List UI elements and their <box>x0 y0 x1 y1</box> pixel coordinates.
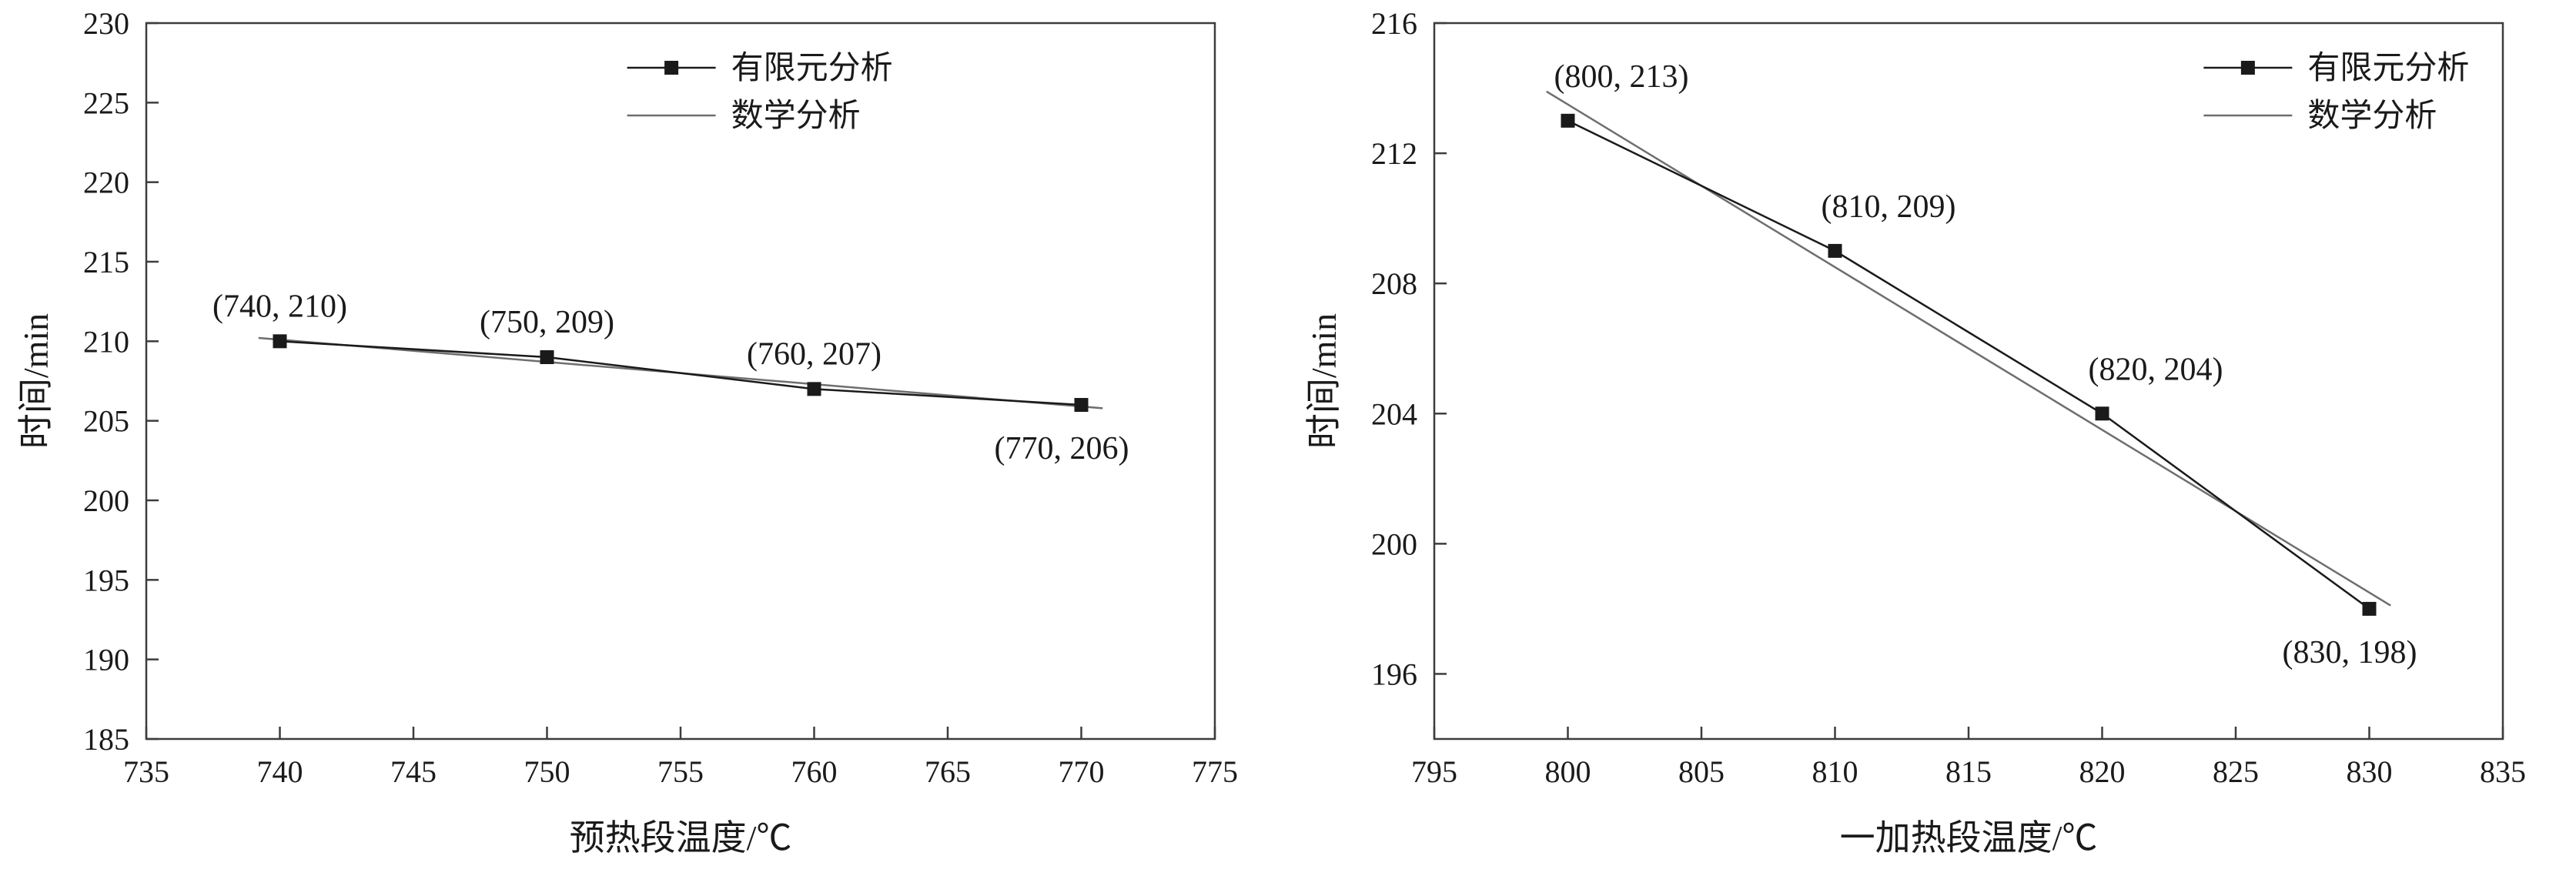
math-analysis-line <box>1546 90 2391 607</box>
y-tick-label: 225 <box>83 85 129 120</box>
x-tick-label: 830 <box>2347 754 2393 789</box>
point-label: (830, 198) <box>2283 635 2417 670</box>
y-tick-label: 195 <box>83 563 129 597</box>
x-tick-label: 825 <box>2213 754 2259 789</box>
fe-square-marker <box>1561 113 1575 128</box>
y-tick-label: 204 <box>1371 396 1417 431</box>
fe-analysis-line <box>279 340 1082 406</box>
plot-frame <box>145 22 1216 741</box>
x-tick-label: 755 <box>657 754 704 789</box>
x-tick-label: 770 <box>1059 754 1105 789</box>
fe-square-marker <box>2362 601 2377 616</box>
y-tick-label: 200 <box>1371 527 1417 561</box>
x-tick-label: 735 <box>123 754 169 789</box>
y-tick-label: 216 <box>1371 6 1417 41</box>
fe-square-marker <box>273 334 287 349</box>
y-axis-title: 时间/min <box>1304 313 1343 449</box>
first-heating-section-chart: 795 800 805 810 815 820 825 830 835 196 200 204 208 2… <box>1304 6 2526 858</box>
x-tick-label: 820 <box>2079 754 2126 789</box>
legend-label: 数学分析 <box>731 98 861 134</box>
fe-square-marker <box>2095 406 2109 421</box>
legend-label: 有限元分析 <box>731 51 893 86</box>
y-tick-label: 220 <box>83 165 129 200</box>
x-axis-title: 一加热段温度/℃ <box>1840 818 2098 858</box>
x-axis-title: 预热段温度/℃ <box>570 818 792 858</box>
y-tick-label: 205 <box>83 404 129 439</box>
fe-square-marker <box>1828 243 1842 258</box>
y-tick-label: 208 <box>1371 266 1417 301</box>
left-chart-panel: 735 740 745 750 755 760 765 770 775 185 190 195 200 2… <box>0 0 1288 882</box>
point-label: (760, 207) <box>747 336 882 372</box>
point-label: (800, 213) <box>1554 59 1689 95</box>
point-label: (740, 210) <box>212 289 347 324</box>
fe-square-marker <box>1074 398 1089 412</box>
x-tick-label: 815 <box>1945 754 1992 789</box>
legend-label: 数学分析 <box>2307 98 2437 134</box>
point-label: (820, 204) <box>2089 352 2223 387</box>
right-chart-panel: 795 800 805 810 815 820 825 830 835 196 200 204 208 2… <box>1288 0 2576 882</box>
fe-square-marker <box>540 350 554 364</box>
x-tick-label: 745 <box>390 754 437 789</box>
x-tick-label: 835 <box>2480 754 2526 789</box>
y-tick-label: 200 <box>83 483 129 518</box>
y-tick-label: 196 <box>1371 657 1417 691</box>
x-tick-label: 800 <box>1545 754 1591 789</box>
x-tick-label: 775 <box>1192 754 1238 789</box>
y-tick-label: 210 <box>83 324 129 359</box>
y-tick-label: 190 <box>83 643 129 677</box>
x-tick-label: 765 <box>925 754 971 789</box>
fe-analysis-line <box>1567 119 2370 610</box>
point-label: (810, 209) <box>1822 189 1956 225</box>
x-tick-label: 805 <box>1678 754 1725 789</box>
y-tick-label: 185 <box>83 722 129 757</box>
y-axis-title: 时间/min <box>16 313 55 449</box>
legend-label: 有限元分析 <box>2307 51 2469 86</box>
point-label: (750, 209) <box>480 305 614 340</box>
legend-square-marker <box>664 61 679 75</box>
y-tick-label: 212 <box>1371 136 1417 171</box>
legend-square-marker <box>2240 61 2255 75</box>
fe-square-marker <box>807 382 821 396</box>
y-tick-label: 230 <box>83 6 129 41</box>
preheat-section-chart: 735 740 745 750 755 760 765 770 775 185 190 195 200 2… <box>16 6 1238 858</box>
x-tick-label: 750 <box>524 754 570 789</box>
point-label: (770, 206) <box>995 431 1129 466</box>
x-tick-label: 795 <box>1411 754 1457 789</box>
x-tick-label: 760 <box>791 754 838 789</box>
x-tick-label: 740 <box>257 754 303 789</box>
y-tick-label: 215 <box>83 245 129 279</box>
x-tick-label: 810 <box>1812 754 1858 789</box>
